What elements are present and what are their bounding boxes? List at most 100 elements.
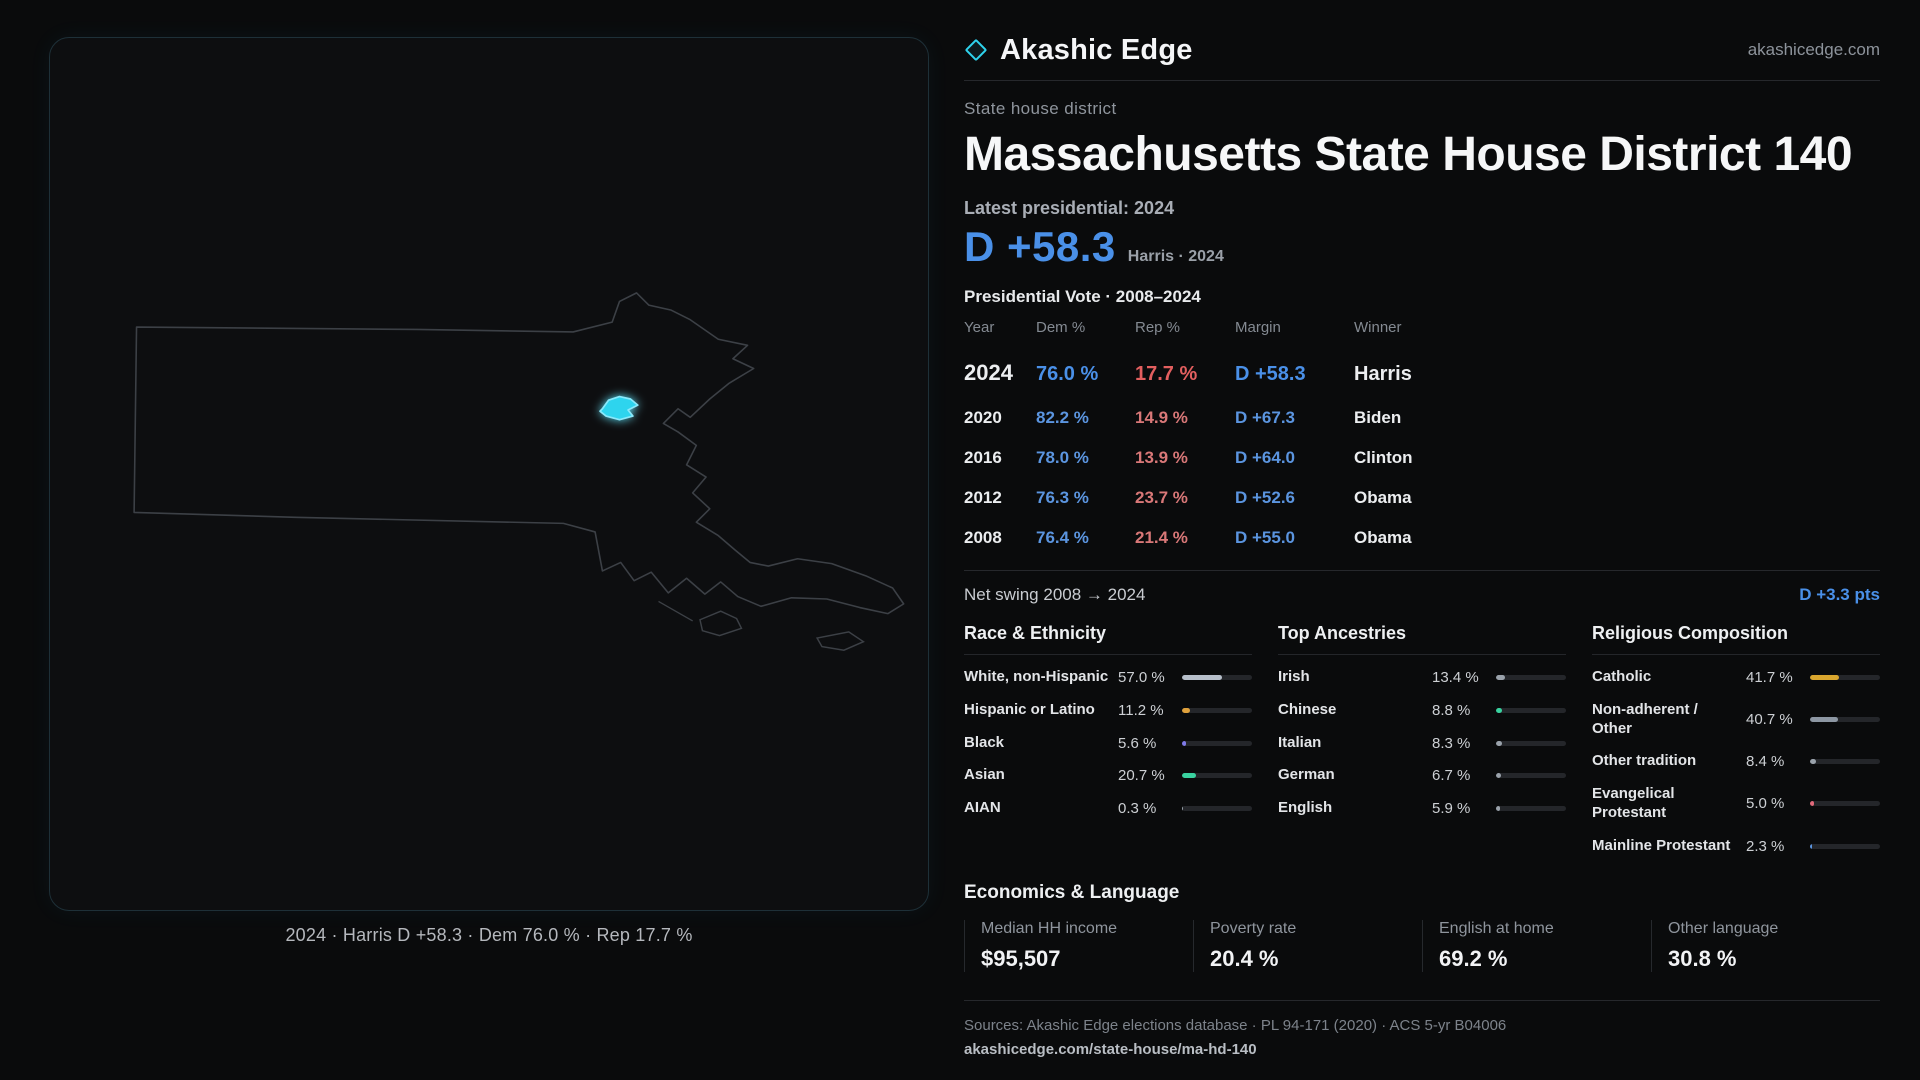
stat-label: English at home [1439,920,1554,938]
vote-year: 2016 [964,448,1002,468]
footer-divider [964,1000,1880,1002]
vote-dem-pct: 76.4 % [1036,528,1089,548]
demo-row: Mainline Protestant 2.3 % [1592,830,1880,863]
presidential-vote-table: Year Dem % Rep % Margin Winner 2024 76.0… [964,319,1880,558]
demo-bar [1810,717,1880,723]
col-rep: Rep % [1135,319,1181,337]
demo-value: 5.6 % [1118,734,1157,752]
page-title: Massachusetts State House District 140 [964,128,1853,181]
demo-row: Chinese 8.8 % [1278,694,1566,727]
demo-label: Catholic [1592,668,1652,686]
demo-label: Irish [1278,668,1310,686]
latest-margin-value: D +58.3 [964,223,1116,271]
vote-margin: D +55.0 [1235,528,1296,548]
demo-value: 40.7 % [1746,711,1793,729]
demo-label: Asian [964,766,1005,784]
vote-year: 2008 [964,528,1002,548]
vote-dem-pct: 76.3 % [1036,488,1089,508]
demo-label: Mainline Protestant [1592,836,1731,854]
latest-margin-sub: Harris · 2024 [1127,248,1224,266]
map-caption: 2024 · Harris D +58.3 · Dem 76.0 % · Rep… [285,925,693,945]
table-divider [964,570,1880,572]
demo-row: Catholic 41.7 % [1592,661,1880,694]
demo-label: Evangelical Protestant [1592,785,1675,821]
stat-english-at-home: English at home 69.2 % [1422,920,1651,973]
state-outline [133,292,905,615]
header-divider [964,80,1880,81]
vote-winner: Obama [1354,528,1412,548]
demo-bar [1182,806,1252,812]
vote-year: 2012 [964,488,1002,508]
highlighted-district-shape [599,395,639,421]
demo-label: Italian [1278,733,1322,751]
site-header: Akashic Edge akashicedge.com [964,24,1880,70]
col-winner: Winner [1354,319,1402,337]
vote-row-2012: 2012 76.3 % 23.7 % D +52.6 Obama [964,478,1880,518]
demo-label: AIAN [964,799,1001,817]
demo-bar [1810,801,1880,807]
economics-title: Economics & Language [964,882,1180,904]
demo-value: 13.4 % [1432,669,1479,687]
stat-label: Median HH income [981,920,1118,938]
top-ancestries-title: Top Ancestries [1278,623,1566,656]
col-margin: Margin [1235,319,1281,337]
demo-row: Italian 8.3 % [1278,727,1566,760]
demo-bar [1496,806,1566,812]
stat-poverty-rate: Poverty rate 20.4 % [1193,920,1422,973]
vote-year: 2024 [964,360,1013,386]
demo-row: Hispanic or Latino 11.2 % [964,694,1252,727]
vote-margin: D +52.6 [1235,488,1296,508]
stat-median-hh-income: Median HH income $95,507 [964,920,1193,973]
demo-bar [1810,759,1880,765]
demo-row: White, non-Hispanic 57.0 % [964,661,1252,694]
demo-bar [1810,675,1880,681]
demo-value: 5.0 % [1746,795,1785,813]
district-type-label: State house district [964,99,1117,118]
col-year: Year [964,319,995,337]
district-map-panel [49,37,929,911]
vote-row-2020: 2020 82.2 % 14.9 % D +67.3 Biden [964,398,1880,438]
elizabeth-islands [658,600,694,622]
demo-value: 8.8 % [1432,701,1471,719]
demo-value: 0.3 % [1118,800,1157,818]
demo-value: 5.9 % [1432,800,1471,818]
demo-bar [1496,773,1566,779]
stat-other-language: Other language 30.8 % [1651,920,1880,973]
vote-rep-pct: 21.4 % [1135,528,1188,548]
demo-label: Black [964,733,1005,751]
massachusetts-map [133,292,905,651]
demographics-section: Race & Ethnicity White, non-Hispanic 57.… [964,623,1880,862]
demo-label: German [1278,766,1335,784]
demo-bar [1182,675,1252,681]
stat-value: 30.8 % [1668,946,1737,972]
stat-value: 20.4 % [1210,946,1279,972]
top-ancestries-column: Top Ancestries Irish 13.4 % Chinese 8.8 … [1278,623,1566,862]
religious-composition-title: Religious Composition [1592,623,1880,656]
stat-label: Poverty rate [1210,920,1297,938]
demo-row: Black 5.6 % [964,727,1252,760]
vote-rep-pct: 14.9 % [1135,408,1188,428]
demo-label: Hispanic or Latino [964,700,1095,718]
vote-margin: D +64.0 [1235,448,1296,468]
race-ethnicity-column: Race & Ethnicity White, non-Hispanic 57.… [964,623,1252,862]
demo-row: English 5.9 % [1278,792,1566,825]
demo-label: White, non-Hispanic [964,668,1109,686]
brand-name: Akashic Edge [1000,33,1193,66]
stat-value: 69.2 % [1439,946,1508,972]
vote-rep-pct: 17.7 % [1135,363,1198,386]
vote-dem-pct: 78.0 % [1036,448,1089,468]
demo-row: Other tradition 8.4 % [1592,745,1880,778]
permalink-url[interactable]: akashicedge.com/state-house/ma-hd-140 [964,1041,1257,1059]
vote-margin: D +67.3 [1235,408,1296,428]
net-swing-row: Net swing 2008 → 2024 D +3.3 pts [964,585,1880,605]
latest-presidential-label: Latest presidential: 2024 [964,198,1175,219]
demo-row: Asian 20.7 % [964,759,1252,792]
col-dem: Dem % [1036,319,1086,337]
brand-domain-link[interactable]: akashicedge.com [1747,40,1880,59]
nantucket-island [815,631,865,651]
demo-value: 8.3 % [1432,734,1471,752]
vote-dem-pct: 76.0 % [1036,363,1099,386]
demo-label: Non-adherent / Other [1592,700,1698,737]
economics-stats-row: Median HH income $95,507 Poverty rate 20… [964,920,1880,973]
sources-text: Sources: Akashic Edge elections database… [964,1017,1507,1035]
